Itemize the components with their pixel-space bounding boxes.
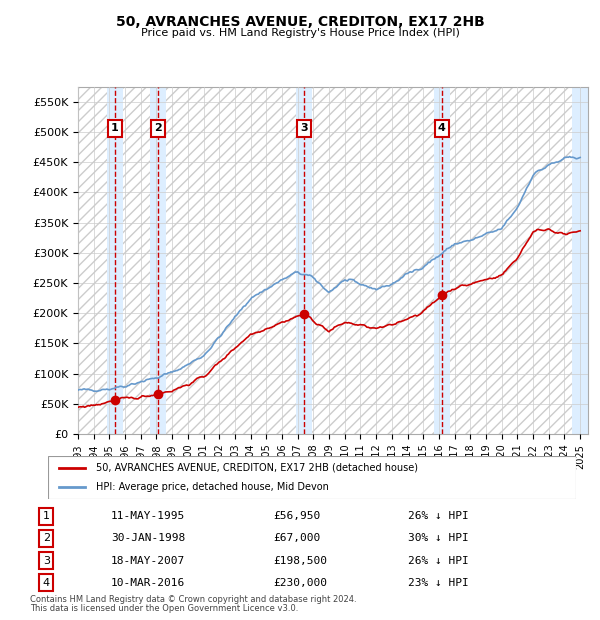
Bar — [434, 87, 450, 434]
Text: 18-MAY-2007: 18-MAY-2007 — [111, 556, 185, 565]
Text: This data is licensed under the Open Government Licence v3.0.: This data is licensed under the Open Gov… — [30, 603, 298, 613]
Text: 3: 3 — [300, 123, 307, 133]
Text: 4: 4 — [43, 578, 50, 588]
Text: 11-MAY-1995: 11-MAY-1995 — [111, 512, 185, 521]
Text: 3: 3 — [43, 556, 50, 565]
Bar — [572, 87, 588, 434]
Text: 1: 1 — [43, 512, 50, 521]
Text: Price paid vs. HM Land Registry's House Price Index (HPI): Price paid vs. HM Land Registry's House … — [140, 28, 460, 38]
Text: 1: 1 — [111, 123, 119, 133]
Text: 4: 4 — [438, 123, 446, 133]
Text: 2: 2 — [154, 123, 161, 133]
Text: £56,950: £56,950 — [273, 512, 320, 521]
Text: £230,000: £230,000 — [273, 578, 327, 588]
Bar — [150, 87, 166, 434]
Bar — [296, 87, 311, 434]
Text: £67,000: £67,000 — [273, 533, 320, 544]
Text: Contains HM Land Registry data © Crown copyright and database right 2024.: Contains HM Land Registry data © Crown c… — [30, 595, 356, 604]
Bar — [107, 87, 123, 434]
Text: 50, AVRANCHES AVENUE, CREDITON, EX17 2HB: 50, AVRANCHES AVENUE, CREDITON, EX17 2HB — [116, 16, 484, 30]
Text: 50, AVRANCHES AVENUE, CREDITON, EX17 2HB (detached house): 50, AVRANCHES AVENUE, CREDITON, EX17 2HB… — [95, 463, 418, 473]
Text: 10-MAR-2016: 10-MAR-2016 — [111, 578, 185, 588]
Text: 2: 2 — [43, 533, 50, 544]
Bar — [78, 87, 588, 434]
Text: 26% ↓ HPI: 26% ↓ HPI — [408, 556, 469, 565]
Text: 30% ↓ HPI: 30% ↓ HPI — [408, 533, 469, 544]
Text: HPI: Average price, detached house, Mid Devon: HPI: Average price, detached house, Mid … — [95, 482, 328, 492]
Text: 23% ↓ HPI: 23% ↓ HPI — [408, 578, 469, 588]
Text: £198,500: £198,500 — [273, 556, 327, 565]
Text: 30-JAN-1998: 30-JAN-1998 — [111, 533, 185, 544]
FancyBboxPatch shape — [48, 456, 576, 499]
Text: 26% ↓ HPI: 26% ↓ HPI — [408, 512, 469, 521]
